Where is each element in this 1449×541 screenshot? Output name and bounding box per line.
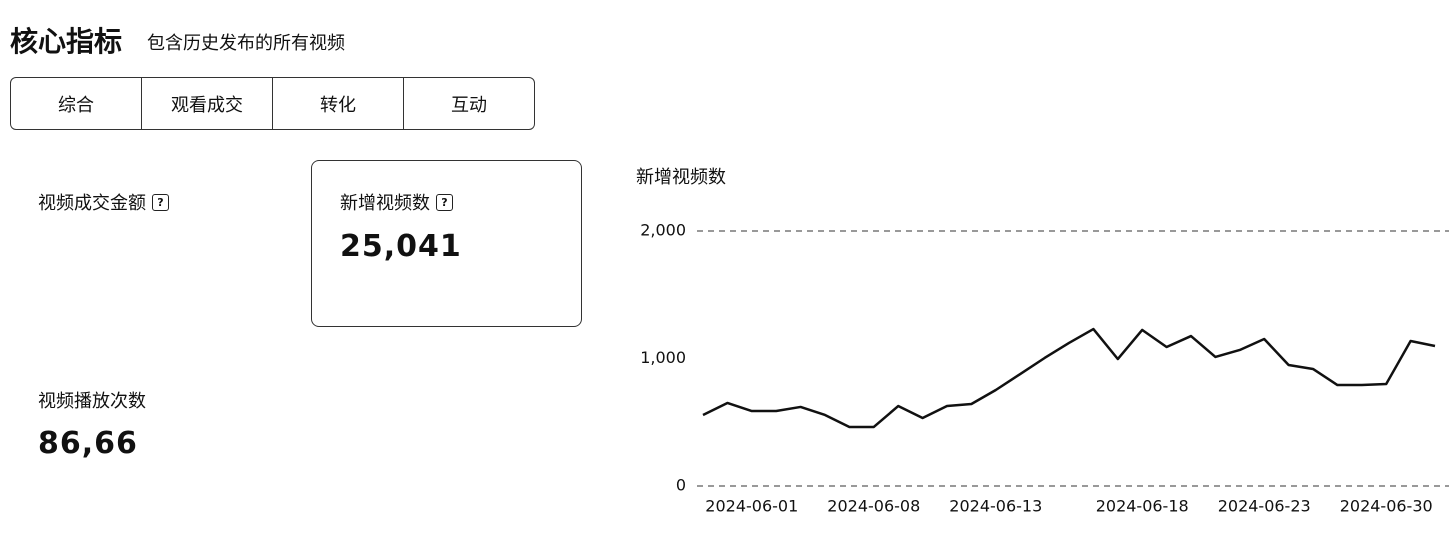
metric-label: 新增视频数? — [340, 189, 453, 215]
y-tick-label: 0 — [676, 476, 686, 495]
selected-card[interactable] — [311, 160, 582, 327]
metric-label: 视频成交金额? — [38, 189, 169, 215]
y-tick-label: 2,000 — [640, 221, 686, 240]
x-tick-label: 2024-06-01 — [705, 497, 798, 516]
metric-label: 视频播放次数 — [38, 387, 146, 413]
help-icon[interactable]: ? — [436, 193, 453, 211]
help-icon[interactable]: ? — [152, 193, 169, 211]
y-tick-label: 1,000 — [640, 348, 686, 367]
label-text: 视频播放次数 — [38, 391, 146, 412]
label-text: 新增视频数 — [340, 193, 430, 214]
tab[interactable]: 转化 — [272, 78, 403, 129]
x-tick-label: 2024-06-23 — [1218, 497, 1311, 516]
x-tick-label: 2024-06-30 — [1340, 497, 1433, 516]
tab[interactable]: 观看成交 — [141, 78, 272, 129]
chart-title: 新增视频数 — [636, 167, 726, 188]
metric-value: 86,66 — [38, 426, 138, 461]
page-title: 核心指标 — [10, 25, 123, 58]
x-tick-label: 2024-06-13 — [949, 497, 1042, 516]
page-subtitle: 包含历史发布的所有视频 — [147, 33, 345, 54]
tab[interactable]: 互动 — [403, 78, 534, 129]
label-text: 视频成交金额 — [38, 193, 146, 214]
tab[interactable]: 综合 — [58, 94, 94, 116]
x-tick-label: 2024-06-08 — [827, 497, 920, 516]
tab-bar: 综合 观看成交 转化 互动 — [10, 77, 535, 130]
metric-value: 25,041 — [340, 229, 462, 264]
line-series — [702, 327, 1436, 429]
x-tick-label: 2024-06-18 — [1096, 497, 1189, 516]
